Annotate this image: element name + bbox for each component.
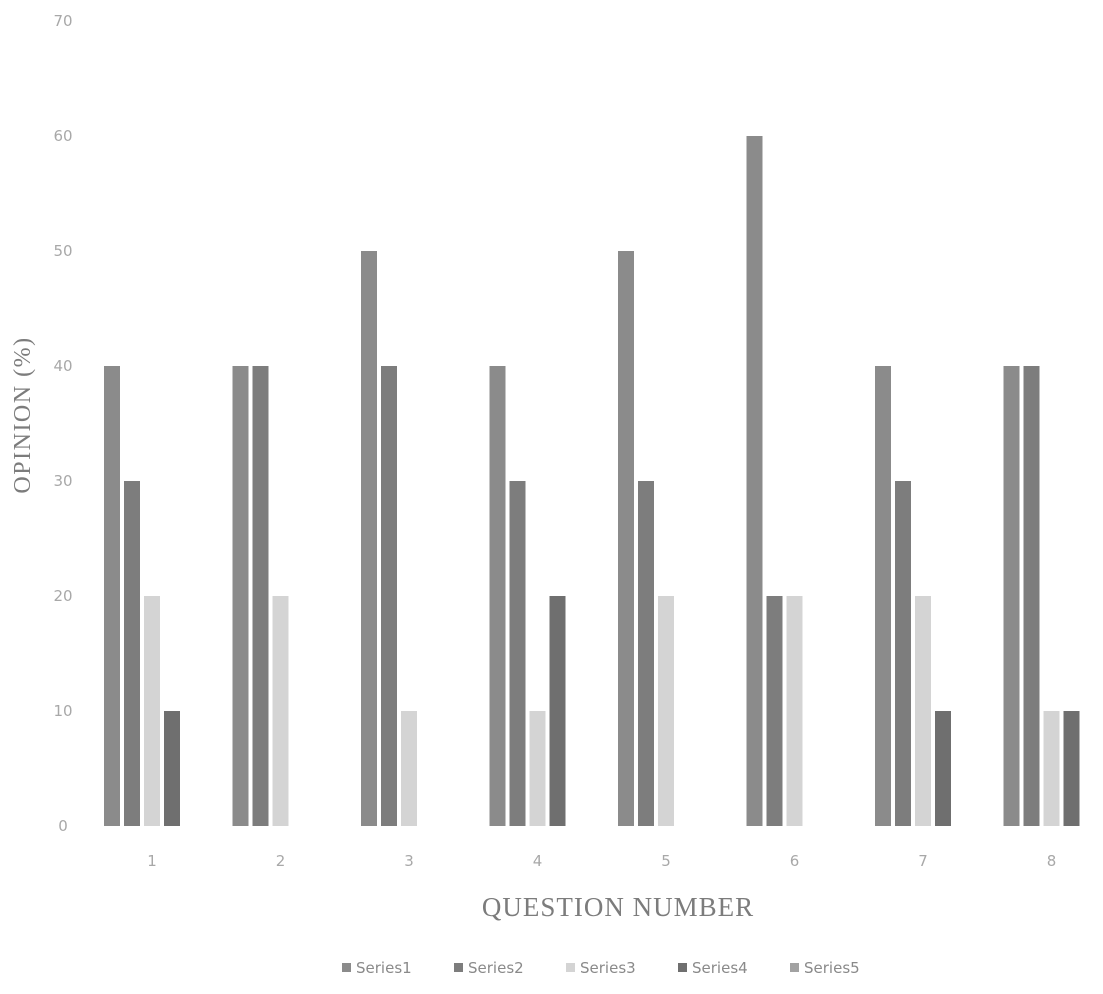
bar-series1-q4	[489, 366, 506, 826]
bars	[104, 136, 1080, 826]
legend-swatch-series3	[566, 963, 575, 972]
x-tick-label: 8	[1047, 852, 1057, 870]
y-axis-label: OPINION (%)	[10, 336, 36, 493]
y-axis-ticks: 0 10 20 30 40 50 60 70	[53, 12, 72, 835]
x-axis-label: QUESTION NUMBER	[482, 892, 754, 922]
legend-item-series5: Series5	[790, 959, 860, 977]
bar-series2-q7	[895, 481, 911, 826]
bar-series1-q7	[875, 366, 891, 826]
y-tick-label: 70	[53, 12, 72, 30]
y-tick-label: 40	[53, 357, 72, 375]
x-tick-label: 4	[533, 852, 543, 870]
bar-series1-q5	[618, 251, 634, 826]
x-tick-label: 2	[276, 852, 286, 870]
legend-swatch-series4	[678, 963, 687, 972]
x-tick-label: 1	[147, 852, 157, 870]
legend-item-series2: Series2	[454, 959, 524, 977]
bar-series2-q4	[509, 481, 526, 826]
bar-series3-q4	[529, 711, 546, 826]
bar-series3-q3	[401, 711, 417, 826]
bar-series3-q2	[272, 596, 289, 826]
legend-swatch-series1	[342, 963, 351, 972]
bar-series1-q1	[104, 366, 120, 826]
legend-label-series1: Series1	[356, 959, 412, 977]
bar-series3-q8	[1043, 711, 1060, 826]
legend-label-series3: Series3	[580, 959, 636, 977]
y-tick-label: 60	[53, 127, 72, 145]
legend-label-series4: Series4	[692, 959, 748, 977]
legend: Series1 Series2 Series3 Series4 Series5	[342, 959, 860, 977]
legend-item-series1: Series1	[342, 959, 412, 977]
bar-series2-q1	[124, 481, 140, 826]
bar-series4-q7	[935, 711, 951, 826]
bar-series2-q3	[381, 366, 397, 826]
bar-series2-q6	[766, 596, 783, 826]
y-tick-label: 50	[53, 242, 72, 260]
bar-series3-q5	[658, 596, 674, 826]
bar-series3-q6	[786, 596, 803, 826]
legend-item-series4: Series4	[678, 959, 748, 977]
legend-swatch-series2	[454, 963, 463, 972]
bar-series2-q8	[1023, 366, 1040, 826]
x-tick-label: 7	[918, 852, 928, 870]
bar-series3-q1	[144, 596, 160, 826]
y-tick-label: 10	[53, 702, 72, 720]
x-tick-label: 5	[661, 852, 671, 870]
y-tick-label: 0	[58, 817, 68, 835]
legend-item-series3: Series3	[566, 959, 636, 977]
bar-series1-q3	[361, 251, 377, 826]
x-axis-ticks: 1 2 3 4 5 6 7 8	[147, 852, 1056, 870]
legend-label-series5: Series5	[804, 959, 860, 977]
bar-series1-q2	[232, 366, 249, 826]
x-tick-label: 6	[790, 852, 800, 870]
y-tick-label: 30	[53, 472, 72, 490]
bar-series4-q4	[549, 596, 566, 826]
legend-label-series2: Series2	[468, 959, 524, 977]
bar-series2-q2	[252, 366, 269, 826]
bar-series2-q5	[638, 481, 654, 826]
x-tick-label: 3	[404, 852, 414, 870]
y-tick-label: 20	[53, 587, 72, 605]
bar-series1-q8	[1003, 366, 1020, 826]
legend-swatch-series5	[790, 963, 799, 972]
bar-series3-q7	[915, 596, 931, 826]
bar-series4-q8	[1063, 711, 1080, 826]
bar-series1-q6	[746, 136, 763, 826]
bar-series4-q1	[164, 711, 180, 826]
